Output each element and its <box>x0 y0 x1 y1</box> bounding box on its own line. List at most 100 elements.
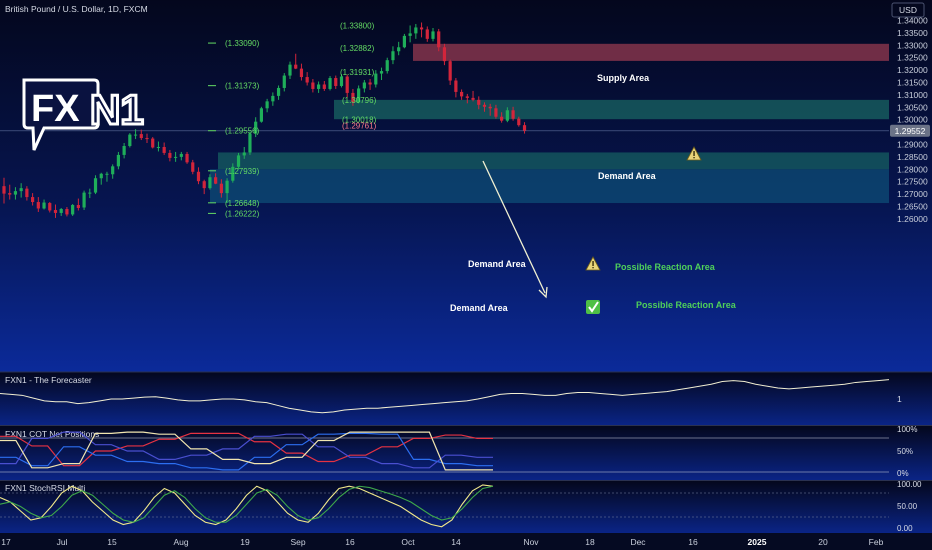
candle[interactable] <box>522 122 527 134</box>
candle[interactable] <box>322 81 326 91</box>
candle[interactable] <box>48 202 52 213</box>
candle[interactable] <box>174 151 178 162</box>
candle[interactable] <box>65 206 69 217</box>
supply-zone[interactable] <box>413 43 889 61</box>
candle[interactable] <box>231 163 235 183</box>
candle[interactable] <box>488 103 492 116</box>
candle[interactable] <box>299 63 304 81</box>
candle[interactable] <box>477 96 481 110</box>
candle[interactable] <box>36 197 40 212</box>
candle[interactable] <box>71 204 75 216</box>
candle[interactable] <box>162 142 166 155</box>
candle[interactable] <box>282 73 286 92</box>
candle[interactable] <box>25 186 29 201</box>
candle[interactable] <box>265 98 269 113</box>
candle[interactable] <box>236 152 241 170</box>
candle[interactable] <box>425 26 429 42</box>
candle[interactable] <box>374 70 378 88</box>
candle[interactable] <box>500 112 504 123</box>
candle[interactable] <box>328 76 332 91</box>
candle[interactable] <box>511 106 515 121</box>
candle[interactable] <box>202 179 206 195</box>
demand-zone-upper[interactable] <box>334 99 889 120</box>
candle[interactable] <box>288 61 292 80</box>
candle[interactable] <box>76 198 80 211</box>
candle[interactable] <box>379 67 384 81</box>
candle[interactable] <box>88 188 92 199</box>
price-axis[interactable]: 1.34000 1.33500 1.33000 1.32500 1.32000 1.315… <box>897 16 928 224</box>
candle[interactable] <box>122 143 126 159</box>
candle[interactable] <box>99 172 103 185</box>
candle[interactable] <box>482 102 487 112</box>
candle[interactable] <box>334 75 338 89</box>
candle[interactable] <box>408 25 412 43</box>
candle[interactable] <box>219 179 223 198</box>
candle[interactable] <box>128 133 132 148</box>
candle[interactable] <box>294 53 298 70</box>
candle[interactable] <box>397 41 401 56</box>
candle[interactable] <box>414 23 418 39</box>
candle[interactable] <box>248 131 252 155</box>
candle[interactable] <box>505 107 509 123</box>
candle[interactable] <box>471 90 475 102</box>
candle[interactable] <box>419 22 424 38</box>
demand-zone-middle[interactable] <box>218 152 889 170</box>
candle[interactable] <box>517 116 521 127</box>
demand-zone-lower[interactable] <box>210 169 889 204</box>
candle[interactable] <box>448 59 452 85</box>
candle[interactable] <box>93 175 98 195</box>
candle[interactable] <box>82 190 86 210</box>
candle[interactable] <box>254 117 258 138</box>
candle[interactable] <box>8 184 12 200</box>
candle[interactable] <box>271 92 275 106</box>
candle[interactable] <box>385 57 389 74</box>
candle[interactable] <box>465 93 469 104</box>
time-axis[interactable]: 17 Jul 15 Aug 19 Sep 16 Oct 14 Nov 18 Dec 16 2025 20 Fe… <box>1 537 883 547</box>
candle[interactable] <box>454 78 458 98</box>
candle[interactable] <box>151 137 155 149</box>
candle[interactable] <box>105 171 109 182</box>
candle[interactable] <box>59 207 63 216</box>
candle[interactable] <box>191 159 195 175</box>
candle[interactable] <box>133 129 138 140</box>
currency-box[interactable]: USD <box>891 2 925 18</box>
candle[interactable] <box>460 89 464 100</box>
candle[interactable] <box>225 178 229 204</box>
candle[interactable] <box>214 173 218 185</box>
candle[interactable] <box>145 133 149 144</box>
candle[interactable] <box>185 151 189 164</box>
candle[interactable] <box>442 43 447 66</box>
candle[interactable] <box>305 72 309 86</box>
candle[interactable] <box>168 149 172 162</box>
candle[interactable] <box>42 199 46 210</box>
candle[interactable] <box>431 27 435 42</box>
candle[interactable] <box>276 85 281 100</box>
candle[interactable] <box>494 104 498 119</box>
candle[interactable] <box>53 204 58 218</box>
candle[interactable] <box>116 151 120 170</box>
candle[interactable] <box>139 129 143 141</box>
candle[interactable] <box>437 28 441 52</box>
candle[interactable] <box>259 106 263 123</box>
candle[interactable] <box>317 81 321 93</box>
candle[interactable] <box>357 85 361 104</box>
candle[interactable] <box>339 74 344 88</box>
candle[interactable] <box>19 183 23 198</box>
candle[interactable] <box>196 167 201 185</box>
candle[interactable] <box>391 46 395 65</box>
candle[interactable] <box>179 151 183 161</box>
candle[interactable] <box>156 141 161 152</box>
candle[interactable] <box>31 193 35 206</box>
candle[interactable] <box>362 80 366 93</box>
candle[interactable] <box>242 146 246 159</box>
candle[interactable] <box>111 164 115 179</box>
candle[interactable] <box>402 33 406 49</box>
candle[interactable] <box>13 187 18 200</box>
candle[interactable] <box>345 74 349 98</box>
candle[interactable] <box>311 79 315 93</box>
candle[interactable] <box>368 79 372 90</box>
candle[interactable] <box>351 88 355 106</box>
candle[interactable] <box>2 177 6 204</box>
candle[interactable] <box>208 174 212 190</box>
